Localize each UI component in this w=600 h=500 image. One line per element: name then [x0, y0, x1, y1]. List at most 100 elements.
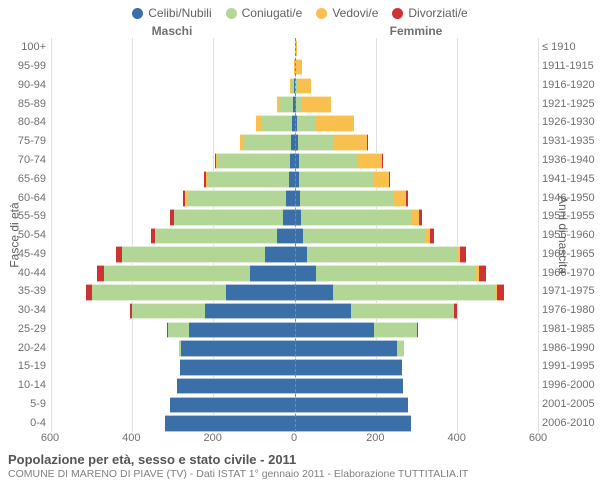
- seg-single: [295, 228, 303, 245]
- seg-single: [170, 397, 294, 414]
- bar-female: [295, 153, 539, 168]
- birth-label: 2001-2005: [542, 395, 600, 414]
- birth-label: 1916-1920: [542, 76, 600, 95]
- bar-female: [295, 397, 539, 412]
- bar-male: [51, 134, 295, 149]
- seg-widowed: [295, 59, 302, 76]
- age-label: 65-69: [0, 169, 46, 188]
- birth-label: 1961-1965: [542, 244, 600, 263]
- bar-female: [295, 190, 539, 205]
- age-label: 10-14: [0, 376, 46, 395]
- seg-single: [295, 340, 397, 357]
- seg-widowed: [297, 78, 311, 95]
- bar-male: [51, 322, 295, 337]
- birth-label: 1956-1960: [542, 226, 600, 245]
- seg-single: [277, 228, 295, 245]
- age-label: 35-39: [0, 282, 46, 301]
- bar-female: [295, 171, 539, 186]
- seg-single: [250, 265, 295, 282]
- footer-title: Popolazione per età, sesso e stato civil…: [8, 452, 592, 468]
- bar-male: [51, 246, 295, 261]
- bar-female: [295, 115, 539, 130]
- age-label: 75-79: [0, 132, 46, 151]
- seg-married: [174, 209, 283, 226]
- header-female: Femmine: [294, 24, 538, 38]
- seg-married: [218, 153, 290, 170]
- legend-item: Divorziati/e: [392, 6, 467, 20]
- seg-single: [177, 378, 295, 395]
- age-label: 30-34: [0, 301, 46, 320]
- bar-female: [295, 246, 539, 261]
- age-label: 15-19: [0, 357, 46, 376]
- bar-female: [295, 303, 539, 318]
- seg-divorced: [389, 171, 391, 188]
- seg-married: [299, 171, 373, 188]
- legend-label: Celibi/Nubili: [148, 6, 211, 20]
- bar-female: [295, 322, 539, 337]
- seg-married: [297, 115, 315, 132]
- plot-area: Fasce di età Anni di nascita 100+95-9990…: [0, 38, 600, 432]
- bar-male: [51, 96, 295, 111]
- seg-divorced: [417, 322, 418, 339]
- age-label: 70-74: [0, 151, 46, 170]
- seg-divorced: [460, 246, 466, 263]
- seg-married: [168, 322, 189, 339]
- seg-divorced: [479, 265, 486, 282]
- header-male: Maschi: [50, 24, 294, 38]
- legend-label: Divorziati/e: [408, 6, 467, 20]
- seg-married: [333, 284, 495, 301]
- seg-single: [286, 190, 294, 207]
- bar-female: [295, 359, 539, 374]
- seg-married: [307, 246, 456, 263]
- seg-single: [265, 246, 294, 263]
- seg-divorced: [419, 209, 422, 226]
- bar-female: [295, 78, 539, 93]
- seg-married: [243, 134, 291, 151]
- bar-male: [51, 378, 295, 393]
- bar-male: [51, 415, 295, 430]
- bar-male: [51, 284, 295, 299]
- legend-swatch: [392, 8, 403, 19]
- bar-female: [295, 284, 539, 299]
- bar-male: [51, 303, 295, 318]
- seg-single: [295, 397, 409, 414]
- age-label: 0-4: [0, 413, 46, 432]
- seg-married: [280, 96, 293, 113]
- x-axis: 6004002000200400600: [0, 432, 600, 448]
- seg-single: [189, 322, 295, 339]
- seg-single: [226, 284, 295, 301]
- seg-widowed: [358, 153, 382, 170]
- bar-female: [295, 228, 539, 243]
- seg-married: [122, 246, 265, 263]
- birth-label: 1931-1935: [542, 132, 600, 151]
- chart-area: [50, 38, 538, 432]
- x-tick-label: 600: [41, 432, 59, 444]
- birth-label: 1936-1940: [542, 151, 600, 170]
- seg-single: [295, 246, 308, 263]
- seg-single: [295, 359, 403, 376]
- x-tick-label: 200: [203, 432, 221, 444]
- legend-swatch: [226, 8, 237, 19]
- bar-female: [295, 378, 539, 393]
- legend-swatch: [132, 8, 143, 19]
- bar-female: [295, 59, 539, 74]
- column-headers: Maschi Femmine: [0, 24, 600, 38]
- birth-label: 1996-2000: [542, 376, 600, 395]
- legend: Celibi/NubiliConiugati/eVedovi/eDivorzia…: [0, 0, 600, 20]
- age-label: 80-84: [0, 113, 46, 132]
- seg-single: [283, 209, 294, 226]
- seg-widowed: [333, 134, 366, 151]
- bar-female: [295, 265, 539, 280]
- seg-divorced: [367, 134, 368, 151]
- seg-married: [156, 228, 277, 245]
- seg-single: [295, 322, 375, 339]
- center-line: [295, 38, 296, 432]
- y-right-title: Anni di nascita: [556, 196, 570, 274]
- seg-married: [351, 303, 452, 320]
- seg-widowed: [315, 115, 354, 132]
- bar-male: [51, 115, 295, 130]
- seg-married: [301, 209, 411, 226]
- age-label: 85-89: [0, 94, 46, 113]
- seg-married: [316, 265, 476, 282]
- seg-married: [104, 265, 250, 282]
